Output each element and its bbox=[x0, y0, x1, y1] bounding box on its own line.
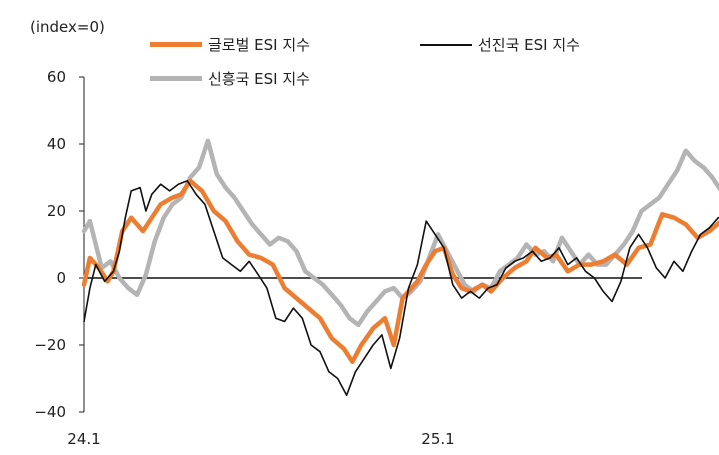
y-tick-label: 0 bbox=[56, 269, 66, 287]
series-line-global bbox=[81, 178, 719, 365]
legend-label-emerging: 신흥국 ESI 지수 bbox=[208, 70, 310, 88]
y-tick-label: 20 bbox=[47, 202, 66, 220]
x-tick-label: 25.1 bbox=[421, 430, 454, 448]
y-tick-label: −20 bbox=[34, 336, 66, 354]
y-tick-label: 60 bbox=[47, 68, 66, 86]
legend-label-developed: 선진국 ESI 지수 bbox=[478, 36, 580, 54]
legend-swatch-global bbox=[150, 42, 202, 47]
legend-item-global: 글로벌 ESI 지수 bbox=[150, 34, 310, 55]
legend-swatch-emerging bbox=[150, 76, 202, 81]
y-tick-label: 40 bbox=[47, 135, 66, 153]
legend-swatch-developed bbox=[420, 43, 472, 46]
legend-item-emerging: 신흥국 ESI 지수 bbox=[150, 68, 310, 89]
chart-axes: −40 −20 0 20 40 60 24.1 25.1 bbox=[34, 68, 642, 448]
series-line-developed bbox=[83, 180, 719, 397]
chart-series bbox=[81, 138, 719, 397]
y-tick-label: −40 bbox=[34, 403, 66, 421]
y-unit-label: (index=0) bbox=[30, 18, 105, 36]
legend-label-global: 글로벌 ESI 지수 bbox=[208, 36, 310, 54]
x-tick-label: 24.1 bbox=[67, 430, 100, 448]
legend-item-developed: 선진국 ESI 지수 bbox=[420, 34, 580, 55]
